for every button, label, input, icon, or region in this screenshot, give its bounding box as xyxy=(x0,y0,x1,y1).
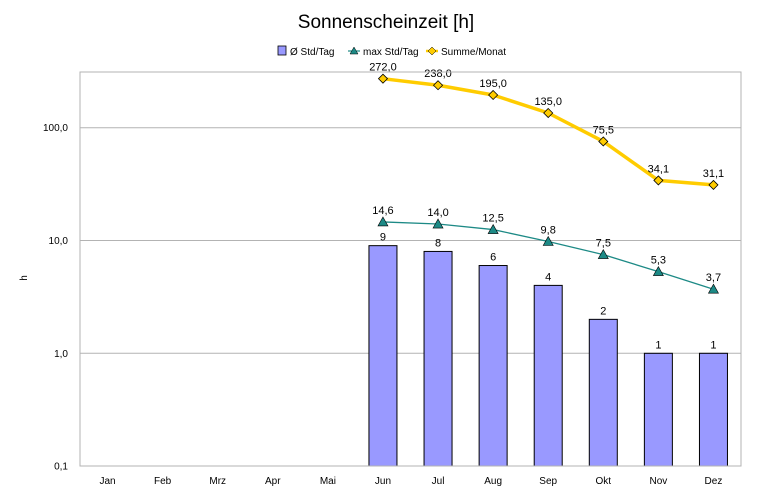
x-tick-label: Jun xyxy=(375,476,391,487)
point-data-label: 12,5 xyxy=(482,213,503,225)
x-tick-label: Mrz xyxy=(209,476,226,487)
y-tick-label: 1,0 xyxy=(54,349,68,360)
point-data-label: 7,5 xyxy=(596,238,611,250)
triangle-marker xyxy=(542,235,554,246)
diamond-marker xyxy=(598,136,609,147)
bar-data-label: 2 xyxy=(600,305,606,317)
x-tick-label: Sep xyxy=(539,476,557,487)
x-tick-label: Feb xyxy=(154,476,172,487)
triangle-marker xyxy=(707,283,719,294)
legend-label: max Std/Tag xyxy=(363,47,419,58)
chart-title: Sonnenscheinzeit [h] xyxy=(298,12,474,33)
bar xyxy=(643,352,673,467)
bar xyxy=(588,318,618,467)
x-tick-label: Dez xyxy=(705,476,723,487)
x-tick-label: Jan xyxy=(99,476,115,487)
x-tick-label: Jul xyxy=(432,476,445,487)
bar-data-label: 9 xyxy=(380,232,386,244)
y-axis-title: h xyxy=(19,275,30,281)
line-series xyxy=(377,73,719,294)
legend-triangle-marker xyxy=(349,46,359,55)
y-tick-label: 10,0 xyxy=(49,236,69,247)
diamond-marker xyxy=(543,107,554,119)
bar-data-label: 8 xyxy=(435,237,441,249)
x-tick-label: Mai xyxy=(320,476,336,487)
legend: Ø Std/Tag max Std/Tag Summe/Monat xyxy=(277,45,506,58)
triangle-marker xyxy=(487,223,499,234)
triangle-marker xyxy=(377,216,389,227)
diamond-marker xyxy=(488,89,499,101)
bar xyxy=(368,245,398,467)
data-labels: 9 8 6 4 2 1 1 14,6 14,0 12,5 9,8 7,5 5,3 3,7 272,0 238,… xyxy=(369,62,724,352)
x-axis-ticks: Jan Feb Mrz Apr Mai Jun Jul Aug Sep Okt Nov Dez xyxy=(99,476,722,487)
bar xyxy=(478,265,508,467)
point-data-label: 135,0 xyxy=(534,96,562,108)
point-data-label: 34,1 xyxy=(648,163,669,175)
bar-data-label: 1 xyxy=(655,339,661,351)
diamond-marker xyxy=(708,179,719,190)
bar xyxy=(533,284,563,467)
legend-diamond-marker xyxy=(427,46,437,56)
bar xyxy=(423,250,453,467)
point-data-label: 31,1 xyxy=(703,168,724,180)
plot-area-frame xyxy=(79,71,742,467)
bar-data-label: 4 xyxy=(545,271,551,283)
point-data-label: 14,6 xyxy=(372,205,393,217)
point-data-label: 272,0 xyxy=(369,62,397,74)
point-data-label: 238,0 xyxy=(424,68,452,80)
x-tick-label: Okt xyxy=(596,476,612,487)
legend-label: Summe/Monat xyxy=(441,47,506,58)
bar-series xyxy=(368,245,728,467)
x-tick-label: Nov xyxy=(649,476,667,487)
point-data-label: 75,5 xyxy=(593,124,614,136)
x-tick-label: Aug xyxy=(484,476,502,487)
triangle-marker xyxy=(652,265,664,276)
point-data-label: 9,8 xyxy=(541,224,556,236)
point-data-label: 5,3 xyxy=(651,255,666,267)
bar-data-label: 1 xyxy=(710,339,716,351)
bar xyxy=(698,352,728,467)
diamond-marker xyxy=(432,80,444,91)
y-axis-ticks: 0,1 1,0 10,0 100,0 xyxy=(43,123,68,472)
point-data-label: 14,0 xyxy=(427,207,448,219)
y-tick-label: 100,0 xyxy=(43,123,68,134)
legend-label: Ø Std/Tag xyxy=(290,47,334,58)
y-tick-label: 0,1 xyxy=(54,462,68,473)
point-data-label: 195,0 xyxy=(479,78,507,90)
bar-data-label: 6 xyxy=(490,252,496,264)
diamond-marker xyxy=(377,73,389,84)
legend-swatch-bar xyxy=(277,45,287,56)
triangle-marker xyxy=(432,218,444,229)
diamond-marker xyxy=(653,175,664,186)
x-tick-label: Apr xyxy=(265,476,281,487)
point-data-label: 3,7 xyxy=(706,272,721,284)
gridlines xyxy=(80,127,741,354)
triangle-marker xyxy=(597,248,609,259)
